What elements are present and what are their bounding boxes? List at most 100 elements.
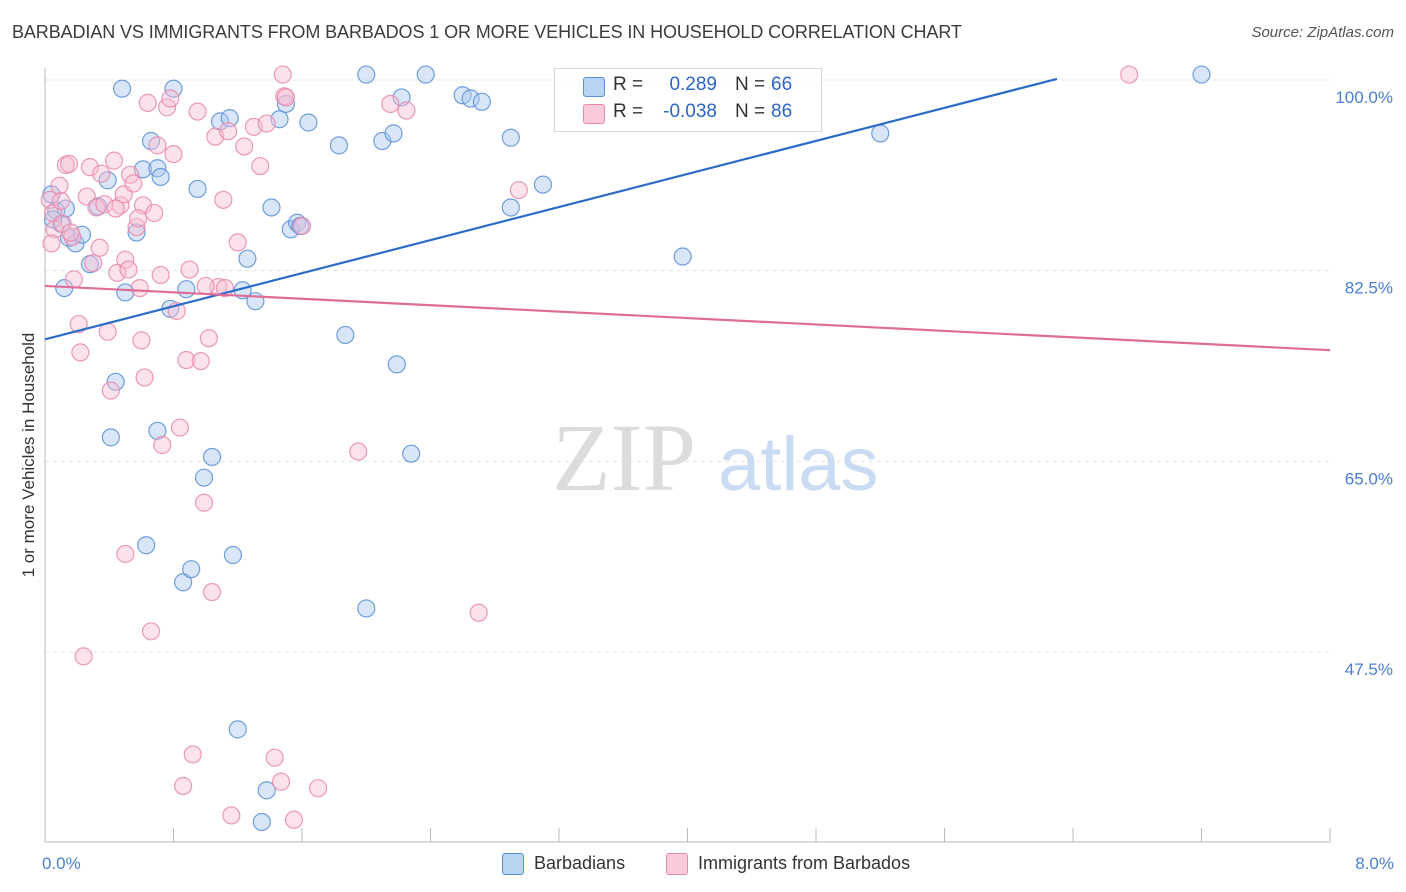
point-barbadians — [101, 428, 120, 447]
point-immigrants — [251, 156, 270, 176]
watermark-atlas: atlas — [718, 422, 879, 507]
point-immigrants — [188, 102, 207, 121]
point-immigrants — [130, 278, 149, 298]
y-tick-label: 47.5% — [1345, 660, 1393, 679]
point-immigrants — [138, 93, 157, 112]
point-barbadians — [164, 79, 183, 98]
point-immigrants — [196, 276, 215, 296]
point-immigrants — [90, 238, 109, 257]
point-immigrants — [469, 603, 488, 622]
point-immigrants — [69, 314, 88, 334]
point-immigrants — [74, 647, 93, 666]
x-tick-label: 8.0% — [1355, 854, 1394, 873]
axes — [44, 68, 1331, 843]
point-barbadians — [357, 599, 376, 618]
y-tick-label: 82.5% — [1345, 279, 1393, 298]
point-barbadians — [329, 136, 349, 155]
point-immigrants — [42, 234, 61, 253]
point-immigrants — [180, 260, 199, 279]
point-barbadians — [533, 175, 553, 194]
point-immigrants — [349, 442, 368, 461]
point-immigrants — [276, 88, 296, 107]
point-barbadians — [202, 447, 222, 467]
point-immigrants — [108, 263, 127, 282]
trend-line-immigrants — [44, 284, 1331, 352]
point-immigrants — [124, 174, 143, 193]
point-immigrants — [202, 582, 222, 602]
point-immigrants — [183, 745, 202, 764]
point-barbadians — [174, 573, 193, 592]
point-barbadians — [151, 167, 170, 187]
x-tick-label: 0.0% — [42, 854, 81, 873]
point-immigrants — [95, 195, 114, 214]
point-immigrants — [151, 265, 170, 285]
point-immigrants — [1120, 65, 1139, 84]
point-barbadians — [98, 171, 117, 190]
legend-swatch-immigrants — [583, 104, 605, 124]
point-barbadians — [501, 198, 520, 217]
point-immigrants — [191, 351, 210, 371]
point-barbadians — [177, 280, 196, 299]
point-barbadians — [673, 247, 692, 266]
point-immigrants — [145, 203, 164, 223]
point-immigrants — [509, 180, 528, 200]
point-immigrants — [111, 196, 130, 215]
point-immigrants — [135, 368, 154, 387]
point-immigrants — [106, 199, 125, 218]
point-immigrants — [92, 164, 111, 183]
point-immigrants — [164, 144, 183, 164]
point-immigrants — [119, 260, 138, 279]
point-immigrants — [222, 806, 241, 825]
point-immigrants — [141, 622, 161, 641]
point-immigrants — [397, 101, 416, 120]
point-immigrants — [132, 331, 151, 350]
point-barbadians — [336, 325, 355, 345]
legend-n-value: 66 — [771, 74, 793, 95]
point-barbadians — [228, 720, 247, 739]
series-immigrants — [40, 65, 1139, 829]
point-immigrants — [265, 748, 284, 767]
point-immigrants — [129, 209, 148, 228]
point-immigrants — [272, 772, 291, 791]
point-barbadians — [257, 781, 276, 800]
watermark-zip: ZIP — [552, 404, 696, 511]
point-immigrants — [219, 122, 238, 141]
point-barbadians — [357, 65, 376, 84]
point-barbadians — [137, 536, 156, 555]
point-barbadians — [288, 213, 307, 232]
point-immigrants — [199, 329, 218, 348]
point-barbadians — [252, 812, 271, 832]
point-immigrants — [170, 418, 190, 437]
legend-swatch-immigrants — [666, 853, 688, 875]
legend-r-value: 0.289 — [669, 74, 717, 95]
point-immigrants — [80, 158, 100, 177]
point-immigrants — [292, 216, 312, 236]
stats-legend: R = 0.289 N = 66 R = -0.038 N = 86 — [554, 68, 822, 132]
legend-n-value: 86 — [771, 101, 793, 122]
point-barbadians — [384, 124, 403, 143]
point-barbadians — [112, 79, 132, 98]
point-immigrants — [101, 381, 120, 400]
point-barbadians — [188, 179, 207, 199]
point-barbadians — [276, 94, 296, 114]
point-immigrants — [148, 136, 167, 155]
point-barbadians — [116, 283, 135, 302]
point-immigrants — [104, 151, 124, 170]
legend-swatch-barbadians — [502, 853, 524, 875]
point-barbadians — [127, 223, 146, 242]
point-immigrants — [235, 137, 254, 156]
point-immigrants — [116, 544, 135, 564]
point-barbadians — [472, 92, 491, 111]
point-immigrants — [381, 94, 400, 114]
legend-swatch-barbadians — [583, 77, 605, 97]
point-barbadians — [281, 220, 300, 239]
point-barbadians — [148, 421, 167, 440]
point-immigrants — [71, 343, 90, 362]
y-axis-label: 1 or more Vehicles in Household — [19, 333, 38, 578]
trend-lines — [44, 77, 1331, 352]
point-barbadians — [182, 560, 201, 579]
legend-label-barbadians: Barbadians — [534, 853, 626, 873]
point-immigrants — [308, 779, 328, 798]
point-barbadians — [416, 65, 435, 84]
